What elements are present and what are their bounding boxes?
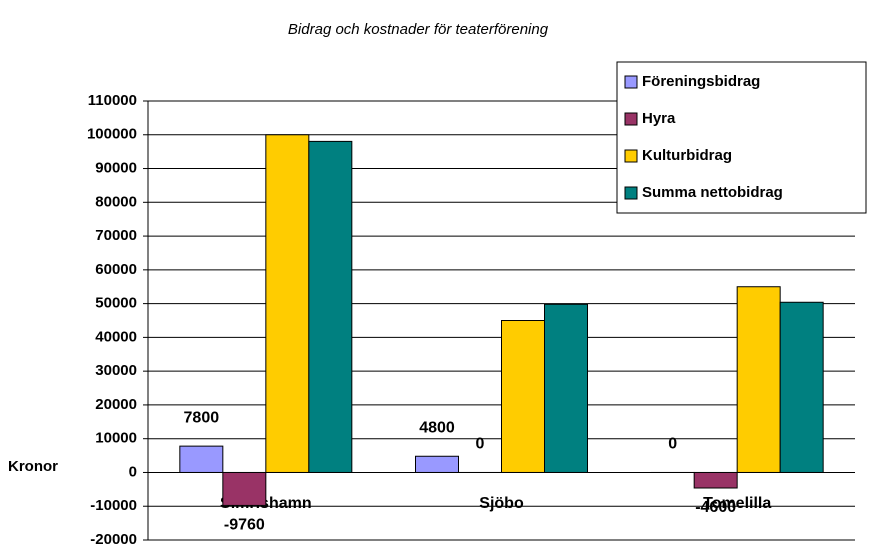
legend-swatch	[624, 75, 638, 89]
legend-label: Hyra	[642, 110, 676, 127]
y-tick-label: 0	[129, 463, 137, 480]
data-label: -9760	[224, 517, 265, 534]
y-tick-label: -10000	[90, 497, 137, 514]
bar	[265, 134, 310, 473]
chart-title: Bidrag och kostnader för teaterförening	[288, 21, 549, 38]
y-tick-label: -20000	[90, 531, 137, 545]
data-label: -4600	[695, 499, 736, 516]
y-axis-label: Kronor	[8, 458, 58, 475]
y-tick-label: 70000	[95, 227, 137, 244]
legend-label: Summa nettobidrag	[642, 184, 783, 201]
y-tick-label: 30000	[95, 362, 137, 379]
x-tick-label: Sjöbo	[479, 495, 524, 512]
y-tick-label: 40000	[95, 328, 137, 345]
y-tick-label: 110000	[88, 92, 137, 109]
x-tick-label: Tomelilla	[703, 495, 771, 512]
y-tick-label: 20000	[95, 396, 137, 413]
y-tick-label: 80000	[95, 193, 137, 210]
y-tick-label: 60000	[95, 261, 137, 278]
data-label: 4800	[419, 419, 455, 436]
bar	[501, 320, 545, 473]
bar	[179, 445, 224, 473]
legend-box	[616, 61, 867, 214]
y-tick-label: 90000	[95, 160, 137, 177]
y-tick-label: 50000	[95, 295, 137, 312]
legend-label: Kulturbidrag	[642, 147, 732, 164]
bar	[544, 303, 588, 473]
bar	[415, 455, 459, 473]
data-label: 0	[668, 436, 677, 453]
legend-swatch	[624, 149, 638, 163]
legend-swatch	[624, 186, 638, 200]
y-tick-label: 100000	[87, 126, 137, 143]
legend-swatch	[624, 112, 638, 126]
bar	[736, 286, 781, 473]
y-tick-label: 10000	[95, 430, 137, 447]
bar	[308, 140, 353, 473]
bar	[693, 471, 738, 489]
data-label: 7800	[184, 409, 220, 426]
bar	[222, 471, 267, 506]
bar	[779, 301, 824, 473]
legend-label: Föreningsbidrag	[642, 73, 760, 90]
data-label: 0	[476, 436, 485, 453]
